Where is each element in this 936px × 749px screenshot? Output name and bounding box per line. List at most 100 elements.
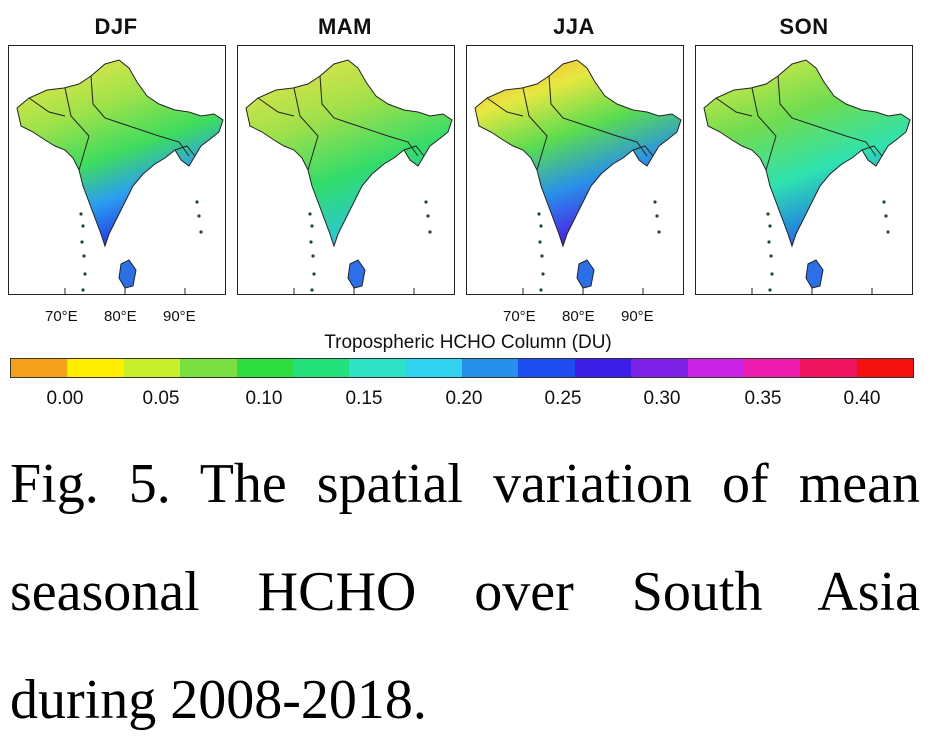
island-marker: [538, 240, 542, 244]
colorbar-swatch: [349, 359, 406, 377]
colorbar-swatch: [687, 359, 744, 377]
island-marker: [195, 200, 199, 204]
map-panel-son: [695, 45, 913, 295]
island-marker: [310, 288, 314, 292]
colorbar-tick-label: 0.40: [843, 388, 881, 409]
island-marker: [541, 272, 545, 276]
colorbar-swatch: [631, 359, 688, 377]
island-marker: [768, 224, 772, 228]
island-marker: [539, 288, 543, 292]
map-panel-jja: [466, 45, 684, 295]
sri-lanka: [805, 259, 824, 289]
colorbar-tick-label: 0.30: [643, 388, 681, 409]
island-marker: [766, 212, 770, 216]
country-border: [64, 87, 90, 171]
colorbar-tick-label: 0.20: [445, 388, 483, 409]
panel-title-jja: JJA: [553, 14, 595, 39]
colorbar-swatch: [123, 359, 181, 377]
colorbar-swatch: [405, 359, 462, 377]
colorbar-swatch: [292, 359, 350, 377]
island-marker: [769, 254, 773, 258]
colorbar-tick-label: 0.35: [744, 388, 782, 409]
country-border: [158, 135, 190, 157]
island-marker: [199, 230, 203, 234]
island-marker: [770, 272, 774, 276]
island-marker: [83, 272, 87, 276]
colorbar-tick-label: 0.10: [245, 388, 283, 409]
figure-caption-line: during 2008-2018.: [10, 669, 427, 731]
island-marker: [308, 212, 312, 216]
island-marker: [312, 272, 316, 276]
island-marker: [657, 230, 661, 234]
island-marker: [79, 212, 83, 216]
island-marker: [884, 214, 888, 218]
sri-lanka: [576, 259, 595, 289]
colorbar-swatch: [67, 359, 124, 377]
island-marker: [767, 240, 771, 244]
island-marker: [197, 214, 201, 218]
island-marker: [424, 200, 428, 204]
map-panel-djf: [8, 45, 226, 295]
island-marker: [655, 214, 659, 218]
island-marker: [311, 254, 315, 258]
country-border: [616, 135, 648, 157]
country-border: [715, 97, 753, 117]
lon-tick-label: 80°E: [104, 308, 137, 325]
island-marker: [886, 230, 890, 234]
colorbar-swatch: [518, 359, 575, 377]
sri-lanka: [347, 259, 366, 289]
island-marker: [768, 288, 772, 292]
panel-title-mam: MAM: [317, 14, 373, 39]
country-border: [751, 87, 777, 171]
country-border: [632, 145, 654, 157]
country-border: [293, 87, 319, 171]
country-border: [257, 97, 295, 117]
country-border: [486, 97, 524, 117]
panel-title-son: SON: [779, 14, 829, 39]
island-marker: [653, 200, 657, 204]
colorbar-swatch: [11, 359, 68, 377]
panel-title-djf: DJF: [94, 14, 138, 39]
colorbar-swatch: [856, 359, 913, 377]
country-border: [861, 145, 883, 157]
island-marker: [540, 254, 544, 258]
island-marker: [537, 212, 541, 216]
colorbar-swatch: [236, 359, 293, 377]
colorbar-swatch: [180, 359, 237, 377]
colorbar-swatch: [743, 359, 801, 377]
figure-caption-line: seasonal HCHO over South Asia: [10, 561, 920, 623]
island-marker: [539, 224, 543, 228]
country-border: [403, 145, 425, 157]
colorbar: [10, 358, 914, 378]
lon-tick-label: 80°E: [562, 308, 595, 325]
lon-tick-label: 70°E: [503, 308, 536, 325]
colorbar-swatch: [574, 359, 632, 377]
island-marker: [81, 224, 85, 228]
colorbar-swatch: [462, 359, 519, 377]
country-border: [387, 135, 419, 157]
lon-tick-label: 90°E: [621, 308, 654, 325]
country-border: [319, 75, 389, 137]
country-border: [548, 75, 618, 137]
island-marker: [82, 254, 86, 258]
island-marker: [882, 200, 886, 204]
colorbar-tick-label: 0.25: [544, 388, 582, 409]
lon-tick-label: 70°E: [45, 308, 78, 325]
country-border: [777, 75, 847, 137]
island-marker: [309, 240, 313, 244]
colorbar-tick-label: 0.15: [345, 388, 383, 409]
country-border: [845, 135, 877, 157]
island-marker: [428, 230, 432, 234]
colorbar-title: Tropospheric HCHO Column (DU): [324, 332, 612, 353]
country-border: [28, 97, 66, 117]
island-marker: [426, 214, 430, 218]
island-marker: [310, 224, 314, 228]
colorbar-tick-label: 0.00: [46, 388, 84, 409]
colorbar-swatch: [800, 359, 857, 377]
country-border: [90, 75, 160, 137]
sri-lanka: [118, 259, 137, 289]
figure-caption-line: Fig. 5. The spatial variation of mean: [10, 453, 920, 515]
country-border: [174, 145, 196, 157]
colorbar-tick-label: 0.05: [142, 388, 180, 409]
island-marker: [80, 240, 84, 244]
